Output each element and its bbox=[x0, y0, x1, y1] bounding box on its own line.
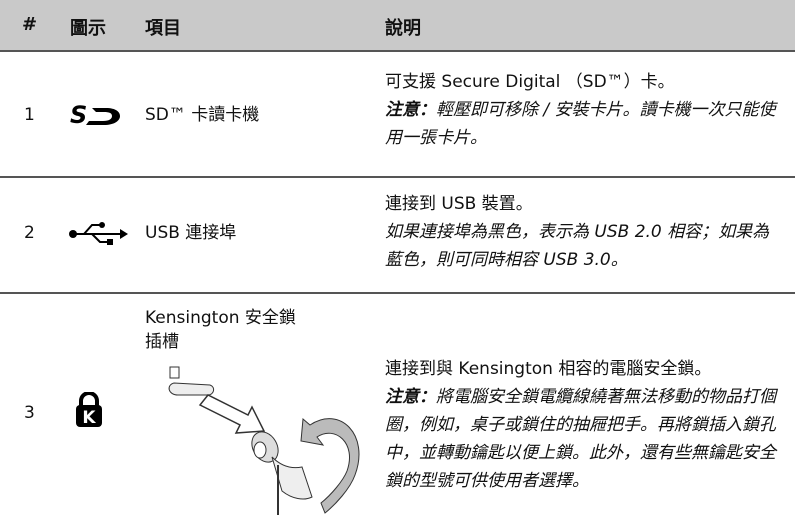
item-name: Kensington 安全鎖 bbox=[145, 308, 296, 328]
header-bar bbox=[0, 0, 795, 50]
note-text: 將電腦安全鎖電纜線繞著無法移動的物品打個圈，例如，桌子或鎖住的抽屜把手。再將鎖插… bbox=[385, 387, 776, 491]
description: 連接到 USB 裝置。 如果連接埠為黑色，表示為 USB 2.0 相容；如果為藍… bbox=[385, 190, 785, 274]
usb-icon bbox=[69, 222, 128, 245]
description-text: 連接到與 Kensington 相容的電腦安全鎖。 bbox=[385, 359, 712, 379]
note-label: 注意： bbox=[385, 387, 436, 407]
row-separator bbox=[0, 176, 795, 178]
description-text: 可支援 Secure Digital （SD™）卡。 bbox=[385, 72, 675, 92]
note: 注意：將電腦安全鎖電纜線繞著無法移動的物品打個圈，例如，桌子或鎖住的抽屜把手。再… bbox=[385, 383, 785, 495]
row-separator bbox=[0, 292, 795, 294]
svg-text:K: K bbox=[82, 408, 96, 428]
description: 連接到與 Kensington 相容的電腦安全鎖。 注意：將電腦安全鎖電纜線繞著… bbox=[385, 355, 785, 495]
lock-illustration bbox=[168, 366, 360, 515]
sd-icon: S bbox=[70, 104, 120, 126]
note-label: 注意： bbox=[385, 100, 436, 120]
item-name: USB 連接埠 bbox=[145, 223, 237, 243]
note: 注意：輕壓即可移除 / 安裝卡片。讀卡機一次只能使用一張卡片。 bbox=[385, 96, 785, 152]
svg-text:S: S bbox=[70, 104, 87, 126]
note-text: 輕壓即可移除 / 安裝卡片。讀卡機一次只能使用一張卡片。 bbox=[385, 100, 776, 148]
lock-icon: K bbox=[76, 392, 102, 428]
row-number: 1 bbox=[24, 105, 35, 125]
header-cell: 項目 bbox=[145, 18, 181, 39]
note: 如果連接埠為黑色，表示為 USB 2.0 相容；如果為藍色，則可同時相容 USB… bbox=[385, 222, 770, 270]
header-cell: 說明 bbox=[385, 18, 421, 39]
row-number: 3 bbox=[24, 403, 35, 423]
description: 可支援 Secure Digital （SD™）卡。 注意：輕壓即可移除 / 安… bbox=[385, 68, 785, 152]
item-name: SD™ 卡讀卡機 bbox=[145, 105, 260, 125]
header-cell: 圖示 bbox=[70, 18, 106, 39]
description-text: 連接到 USB 裝置。 bbox=[385, 194, 533, 214]
header-cell: # bbox=[22, 14, 38, 35]
item-name: 插槽 bbox=[145, 332, 179, 352]
row-number: 2 bbox=[24, 223, 35, 243]
row-separator bbox=[0, 50, 795, 52]
